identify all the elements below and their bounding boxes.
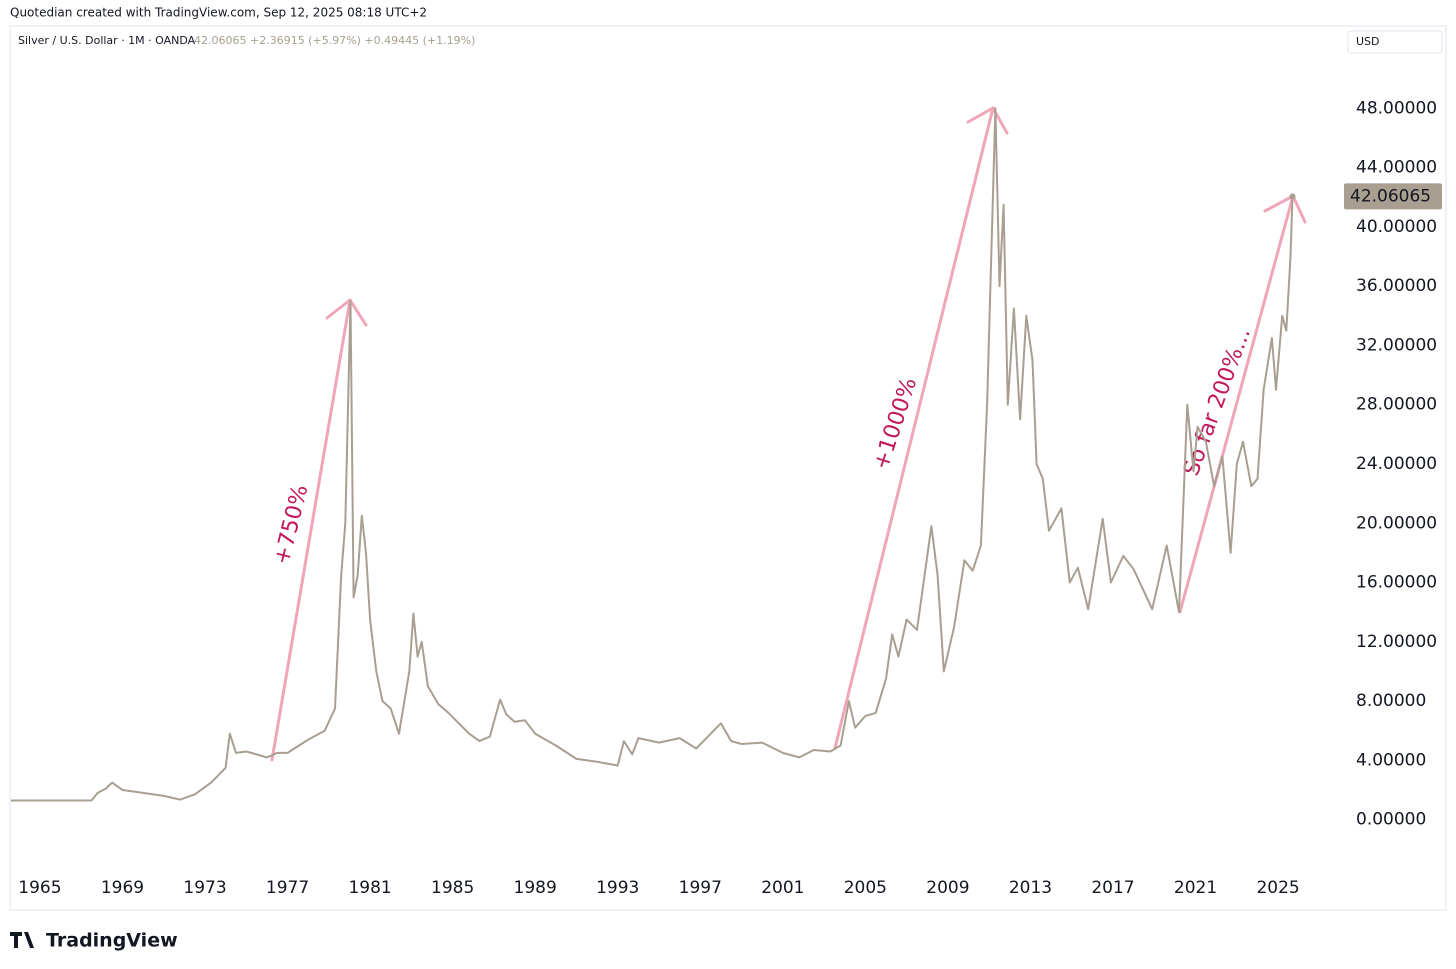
x-tick-label: 2009 — [926, 878, 969, 898]
x-tick-label: 1985 — [431, 878, 474, 898]
chart-title: Silver / U.S. Dollar · 1M · OANDA — [18, 34, 196, 47]
annotation-arrow — [270, 298, 368, 762]
frame — [9, 25, 1447, 911]
x-tick-label: 1989 — [514, 878, 557, 898]
x-tick-label: 1965 — [18, 878, 61, 898]
brand-logo — [10, 932, 34, 948]
x-tick-label: 2001 — [761, 878, 804, 898]
y-tick-label: 28.00000 — [1356, 395, 1437, 415]
y-tick-label: 0.00000 — [1356, 810, 1426, 830]
x-tick-label: 2025 — [1256, 878, 1299, 898]
y-tick-label: 32.00000 — [1356, 335, 1437, 355]
y-tick-label: 20.00000 — [1356, 513, 1437, 533]
annotation-arrow — [1178, 194, 1307, 614]
x-tick-label: 2017 — [1091, 878, 1134, 898]
y-tick-label: 4.00000 — [1356, 750, 1426, 770]
x-tick-label: 2005 — [844, 878, 887, 898]
last-price-label: 42.06065 — [1350, 186, 1431, 206]
x-tick-label: 2021 — [1174, 878, 1217, 898]
x-tick-label: 1977 — [266, 878, 309, 898]
y-tick-label: 16.00000 — [1356, 573, 1437, 593]
x-tick-label: 2013 — [1009, 878, 1052, 898]
x-tick-label: 1993 — [596, 878, 639, 898]
y-tick-label: 40.00000 — [1356, 217, 1437, 237]
y-tick-label: 24.00000 — [1356, 454, 1437, 474]
price-line — [11, 107, 1294, 802]
x-tick-label: 1981 — [348, 878, 391, 898]
y-tick-label: 48.00000 — [1356, 98, 1437, 118]
header: Quotedian created with TradingView.com, … — [10, 6, 427, 20]
x-tick-label: 1973 — [183, 878, 226, 898]
y-tick-label: 44.00000 — [1356, 158, 1437, 178]
y-tick-label: 12.00000 — [1356, 632, 1437, 652]
x-tick-label: 1969 — [101, 878, 144, 898]
y-tick-label: 8.00000 — [1356, 691, 1426, 711]
currency-box[interactable] — [1347, 30, 1443, 54]
y-tick-label: 36.00000 — [1356, 276, 1437, 296]
currency[interactable]: USD — [1356, 35, 1380, 48]
last-point — [1289, 193, 1296, 200]
brand: TradingView — [46, 930, 178, 952]
x-tick-label: 1997 — [679, 878, 722, 898]
legend-values: 42.06065 +2.36915 (+5.97%) +0.49445 (+1.… — [194, 34, 475, 47]
last-price-tag — [1344, 183, 1442, 210]
